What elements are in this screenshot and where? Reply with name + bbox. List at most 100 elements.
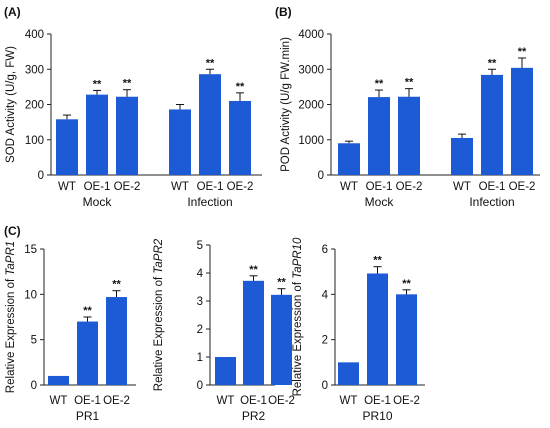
y-axis-title: Relative Expression of TaPR2: [153, 238, 165, 391]
significance-marker: **: [373, 255, 382, 267]
bar: [199, 74, 221, 175]
x-category-label: OE-1: [74, 395, 101, 407]
y-tick-label: 0: [31, 380, 37, 392]
bar: [77, 321, 98, 385]
y-tick-label: 0: [38, 170, 44, 182]
x-category-label: OE-1: [84, 181, 111, 193]
y-tick-label: 1000: [298, 135, 324, 147]
x-group-label: Mock: [365, 195, 395, 209]
y-tick-label: 3000: [298, 64, 324, 76]
bar: [271, 294, 292, 385]
significance-marker: **: [488, 57, 497, 69]
panel-label: (B): [275, 5, 292, 19]
bar: [398, 96, 420, 175]
significance-marker: **: [123, 78, 132, 90]
bar: [368, 97, 390, 175]
y-tick-label: 300: [25, 64, 44, 76]
y-tick-label: 0: [197, 380, 203, 392]
y-tick-label: 1: [197, 352, 203, 364]
y-axis-title-prefix: Relative Expression of: [292, 279, 304, 397]
y-tick-label: 100: [25, 135, 44, 147]
x-category-label: WT: [58, 181, 76, 193]
x-category-label: OE-2: [227, 181, 254, 193]
y-tick-label: 2000: [298, 100, 324, 112]
x-category-label: OE-2: [393, 395, 420, 407]
y-axis-title: POD Activity (U/g FW.min): [280, 37, 292, 172]
bar: [338, 362, 359, 385]
x-category-label: WT: [171, 181, 189, 193]
bar: [86, 94, 108, 175]
significance-marker: **: [249, 264, 258, 276]
bar: [451, 137, 473, 175]
x-group-label: Mock: [83, 195, 113, 209]
x-category-label: WT: [340, 395, 358, 407]
x-group-label: PR1: [76, 409, 100, 423]
bar: [367, 273, 388, 385]
significance-marker: **: [518, 46, 527, 58]
x-category-label: OE-2: [114, 181, 141, 193]
x-category-label: WT: [217, 395, 235, 407]
bar: [229, 100, 251, 175]
x-category-label: WT: [453, 181, 471, 193]
bar: [511, 67, 533, 175]
x-group-label: PR10: [362, 409, 392, 423]
significance-marker: **: [83, 305, 92, 317]
significance-marker: **: [405, 77, 414, 89]
significance-marker: **: [206, 57, 215, 69]
bar: [169, 109, 191, 175]
bar: [481, 74, 503, 175]
bar: [56, 119, 78, 175]
x-group-label: Infection: [187, 195, 232, 209]
y-axis-title: Relative Expression of TaPR10: [292, 237, 304, 396]
significance-marker: **: [402, 278, 411, 290]
significance-marker: **: [112, 279, 121, 291]
x-category-label: WT: [50, 395, 68, 407]
x-category-label: OE-2: [396, 181, 423, 193]
significance-marker: **: [277, 277, 286, 289]
y-tick-label: 6: [322, 244, 328, 256]
x-category-label: OE-2: [268, 395, 295, 407]
y-tick-label: 2: [197, 324, 203, 336]
y-tick-label: 5: [31, 335, 37, 347]
y-tick-label: 10: [24, 289, 37, 301]
y-tick-label: 200: [25, 100, 44, 112]
significance-marker: **: [236, 81, 245, 93]
x-category-label: OE-1: [364, 395, 391, 407]
y-tick-label: 5: [197, 240, 203, 252]
y-tick-label: 4: [197, 268, 204, 280]
y-axis-title-gene: TaPR10: [292, 237, 304, 279]
x-group-label: PR2: [242, 409, 266, 423]
chart-panel-4: 0 1 2 3 4 5 Relative Expression of TaPR2 WT ** OE…: [153, 238, 295, 423]
y-tick-label: 2: [322, 335, 328, 347]
y-tick-label: 400: [25, 29, 44, 41]
y-tick-label: 15: [24, 244, 37, 256]
chart-panel-5: 0 2 4 6 Relative Expression of TaPR10 WT ** OE-…: [292, 237, 425, 423]
y-tick-label: 0: [322, 380, 328, 392]
y-axis-title-gene: TaPR1: [5, 241, 17, 276]
bar: [215, 357, 236, 385]
bar: [243, 280, 264, 385]
chart-panel-1: (A) 0 100 200 300 400 SOD Activity (U/g, FW) WT…: [4, 5, 262, 209]
x-group-label: Infection: [469, 195, 514, 209]
x-category-label: OE-1: [197, 181, 224, 193]
bar: [48, 375, 69, 385]
x-category-label: OE-1: [479, 181, 506, 193]
bar: [396, 294, 417, 385]
panel-label: (A): [4, 5, 21, 19]
bar: [338, 143, 360, 175]
x-category-label: OE-1: [240, 395, 267, 407]
y-axis-title-prefix: Relative Expression of: [5, 276, 17, 394]
y-tick-label: 0: [318, 170, 324, 182]
y-axis-title-prefix: Relative Expression of: [153, 274, 165, 392]
bar: [116, 96, 138, 175]
y-tick-label: 4: [322, 289, 329, 301]
panel-label: (C): [4, 224, 21, 238]
chart-panel-3: (C) 0 5 10 15 Relative Expression of TaPR1 WT *…: [4, 224, 136, 423]
y-axis-title: Relative Expression of TaPR1: [5, 241, 17, 393]
bar: [106, 297, 127, 385]
significance-marker: **: [375, 78, 384, 90]
x-category-label: OE-1: [366, 181, 393, 193]
x-category-label: OE-2: [509, 181, 536, 193]
y-tick-label: 3: [197, 296, 203, 308]
